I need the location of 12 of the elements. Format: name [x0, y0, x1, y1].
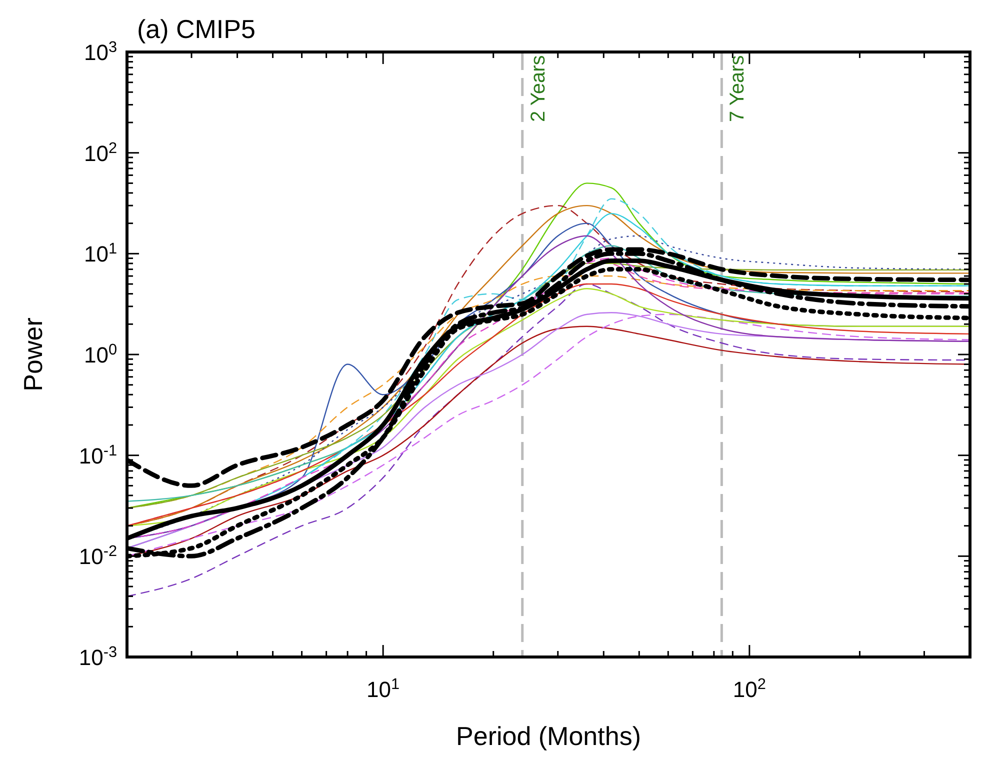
y-tick-label: 10$^{1}$ — [84, 240, 117, 267]
y-tick-label: 10$^{-2}$ — [78, 542, 117, 570]
chart-title: (a) CMIP5 — [137, 14, 256, 44]
ref-line-label: 7 Years — [726, 55, 749, 122]
y-tick-label: 10$^{2}$ — [84, 139, 117, 166]
y-tick-label: 10$^{3}$ — [84, 38, 117, 65]
y-tick-label: 10$^{0}$ — [84, 341, 117, 368]
ref-line-label: 2 Years — [527, 55, 550, 122]
y-tick-label: 10$^{-3}$ — [78, 644, 117, 670]
y-axis-title: Power — [18, 317, 48, 392]
x-axis-title: Period (Months) — [456, 721, 641, 751]
y-tick-label: 10$^{-1}$ — [78, 442, 117, 468]
